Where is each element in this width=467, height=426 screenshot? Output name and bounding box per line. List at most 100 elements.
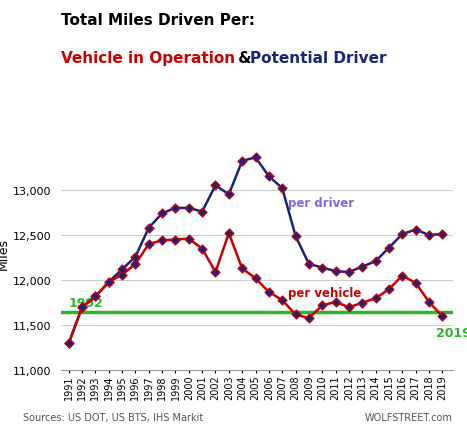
Point: [305, 315, 312, 322]
Point: [78, 304, 86, 311]
Point: [265, 173, 273, 180]
Point: [385, 245, 393, 251]
Point: [145, 241, 153, 248]
Point: [412, 227, 419, 233]
Point: [65, 340, 72, 347]
Point: [239, 158, 246, 165]
Point: [132, 253, 139, 260]
Point: [185, 236, 192, 242]
Point: [332, 299, 340, 305]
Point: [92, 294, 99, 300]
Point: [212, 182, 219, 189]
Point: [412, 227, 419, 233]
Point: [305, 261, 312, 268]
Point: [158, 237, 166, 244]
Point: [345, 269, 353, 276]
Point: [345, 304, 353, 311]
Point: [132, 261, 139, 268]
Point: [425, 232, 433, 239]
Point: [372, 258, 379, 265]
Point: [278, 185, 286, 192]
Point: [78, 304, 86, 311]
Point: [105, 279, 113, 286]
Point: [439, 231, 446, 238]
Point: [265, 289, 273, 296]
Point: [385, 286, 393, 293]
Point: [345, 269, 353, 276]
Point: [318, 302, 326, 309]
Point: [239, 265, 246, 272]
Point: [359, 264, 366, 271]
Point: [92, 294, 99, 300]
Point: [185, 205, 192, 212]
Point: [145, 241, 153, 248]
Point: [239, 265, 246, 272]
Point: [78, 304, 86, 311]
Text: per vehicle: per vehicle: [288, 286, 361, 299]
Point: [239, 158, 246, 165]
Point: [185, 236, 192, 242]
Point: [425, 299, 433, 305]
Text: Sources: US DOT, US BTS, IHS Markit: Sources: US DOT, US BTS, IHS Markit: [23, 412, 204, 422]
Point: [105, 279, 113, 286]
Point: [398, 273, 406, 279]
Point: [158, 237, 166, 244]
Point: [292, 233, 299, 240]
Point: [398, 273, 406, 279]
Point: [132, 253, 139, 260]
Point: [172, 205, 179, 212]
Point: [292, 233, 299, 240]
Point: [305, 315, 312, 322]
Point: [318, 265, 326, 271]
Point: [265, 173, 273, 180]
Point: [439, 231, 446, 238]
Text: Potential Driver: Potential Driver: [250, 51, 387, 66]
Point: [198, 209, 206, 216]
Point: [92, 294, 99, 300]
Point: [278, 297, 286, 304]
Point: [198, 209, 206, 216]
Point: [359, 264, 366, 271]
Point: [172, 205, 179, 212]
Point: [225, 230, 233, 237]
Point: [252, 275, 259, 282]
Point: [198, 245, 206, 252]
Text: WOLFSTREET.com: WOLFSTREET.com: [365, 412, 453, 422]
Point: [278, 297, 286, 304]
Point: [425, 299, 433, 305]
Point: [359, 299, 366, 306]
Point: [158, 210, 166, 217]
Point: [398, 231, 406, 238]
Point: [425, 232, 433, 239]
Point: [118, 272, 126, 279]
Point: [225, 230, 233, 237]
Point: [412, 280, 419, 287]
Text: per driver: per driver: [288, 197, 354, 210]
Text: Total Miles Driven Per:: Total Miles Driven Per:: [61, 13, 255, 28]
Point: [372, 295, 379, 302]
Point: [198, 245, 206, 252]
Point: [172, 236, 179, 243]
Point: [252, 275, 259, 282]
Text: 2019: 2019: [436, 326, 467, 340]
Point: [185, 205, 192, 212]
Point: [118, 272, 126, 279]
Point: [332, 268, 340, 275]
Point: [318, 302, 326, 309]
Text: &: &: [233, 51, 256, 66]
Point: [225, 192, 233, 199]
Point: [385, 245, 393, 251]
Point: [105, 279, 113, 286]
Text: 1992: 1992: [69, 296, 104, 309]
Point: [212, 182, 219, 189]
Point: [158, 210, 166, 217]
Point: [278, 185, 286, 192]
Point: [439, 313, 446, 320]
Point: [132, 261, 139, 268]
Point: [439, 313, 446, 320]
Point: [118, 266, 126, 273]
Point: [305, 261, 312, 268]
Point: [332, 299, 340, 305]
Point: [345, 304, 353, 311]
Point: [212, 269, 219, 276]
